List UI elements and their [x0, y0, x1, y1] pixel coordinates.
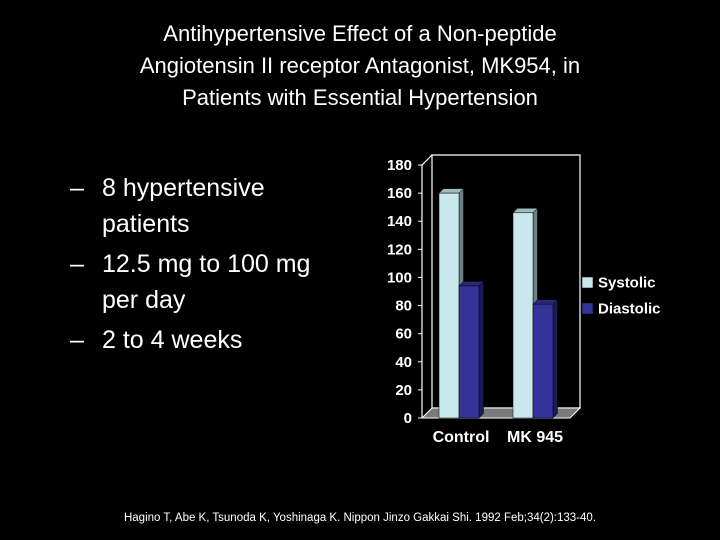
bullet-item: – 8 hypertensive patients — [70, 170, 370, 242]
y-tick-label: 120 — [387, 241, 412, 258]
title-line: Angiotensin II receptor Antagonist, MK95… — [139, 53, 581, 78]
y-tick-label: 80 — [395, 298, 412, 315]
bullet-dash: – — [70, 250, 84, 278]
bullet-list: – 8 hypertensive patients – 12.5 mg to 1… — [70, 170, 370, 362]
bullet-text: patients — [102, 210, 190, 238]
bar-side — [478, 280, 484, 419]
y-tick-label: 140 — [387, 213, 412, 230]
bar-top — [438, 188, 465, 194]
bar-diastolic-control — [458, 285, 480, 419]
legend-swatch — [581, 302, 594, 315]
bullet-text: 12.5 mg to 100 mg — [102, 250, 311, 278]
legend-swatch — [581, 276, 594, 289]
y-axis-depth-line — [421, 154, 433, 166]
bullet-item: – 12.5 mg to 100 mg per day — [70, 246, 370, 318]
y-tick-label: 60 — [395, 326, 412, 343]
bar-top — [458, 281, 485, 287]
bar-systolic-mk-945 — [512, 212, 534, 419]
bullet-text: per day — [102, 286, 186, 314]
bar-diastolic-mk-945 — [532, 303, 554, 419]
y-tick-label: 0 — [404, 410, 412, 427]
y-tick-label: 160 — [387, 185, 412, 202]
y-tick-label: 180 — [387, 157, 412, 174]
y-tick-label: 40 — [395, 354, 412, 371]
title-line: Patients with Essential Hypertension — [182, 85, 538, 110]
legend-label: Systolic — [598, 275, 656, 292]
legend-label: Diastolic — [598, 301, 661, 318]
title-line: Antihypertensive Effect of a Non-peptide — [163, 21, 557, 46]
bullet-text: 8 hypertensive — [102, 174, 265, 202]
bar-top — [512, 208, 539, 214]
x-category-label: MK 945 — [507, 429, 563, 446]
bullet-dash: – — [70, 326, 84, 354]
x-category-label: Control — [433, 429, 490, 446]
bar-systolic-control — [438, 192, 460, 419]
y-tick-label: 100 — [387, 269, 412, 286]
bullet-text: 2 to 4 weeks — [102, 326, 243, 354]
bar-side — [552, 299, 558, 419]
y-tick-label: 20 — [395, 382, 412, 399]
bar-chart: 0 20 40 60 80 100 120 140 160 180 Control MK 945 Sys… — [360, 150, 700, 460]
citation: Hagino T, Abe K, Tsunoda K, Yoshinaga K.… — [123, 512, 597, 524]
bullet-dash: – — [70, 174, 84, 202]
bar-top — [532, 299, 559, 305]
bar-chart-svg: 0 20 40 60 80 100 120 140 160 180 Control MK 945 Sys… — [387, 154, 661, 446]
slide-title: Antihypertensive Effect of a Non-peptide… — [40, 18, 680, 114]
bullet-item: – 2 to 4 weeks — [70, 322, 370, 358]
